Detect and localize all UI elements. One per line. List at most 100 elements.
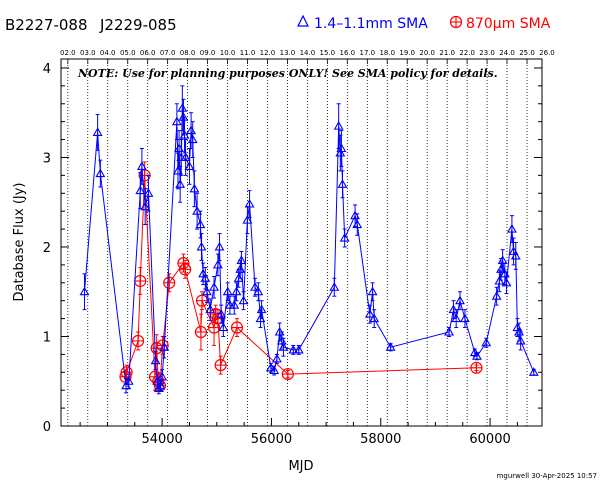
- data-point-1mm: [491, 291, 502, 300]
- data-point-1mm: [265, 362, 276, 372]
- data-point-1mm: [222, 286, 233, 296]
- data-point-1mm: [451, 313, 462, 323]
- data-point-1mm: [123, 376, 134, 385]
- legend-red-prefix: 870: [466, 16, 493, 32]
- data-point-1mm: [472, 351, 482, 360]
- data-point-1mm: [336, 143, 347, 153]
- top-tick-label: 22.0: [459, 49, 475, 57]
- year-grid-lines: [67, 59, 528, 426]
- data-point-1mm: [339, 232, 350, 242]
- data-point-1mm: [367, 286, 378, 296]
- data-point-1mm: [177, 103, 188, 112]
- y-axis: 0 1 2 3 4: [43, 62, 542, 435]
- top-tick-label: 08.0: [180, 49, 196, 57]
- data-point-1mm: [271, 353, 282, 363]
- top-tick-label: 09.0: [200, 49, 216, 57]
- source-b1950-name: B2227-088: [5, 16, 88, 34]
- data-point-1mm: [510, 250, 521, 260]
- data-point-870um: [177, 256, 190, 270]
- top-tick-label: 12.0: [260, 49, 276, 57]
- data-point-1mm: [444, 326, 455, 336]
- planning-note: NOTE: Use for planning purposes ONLY! Se…: [77, 67, 498, 80]
- y-tick-label: 4: [43, 62, 51, 77]
- legend-label-blue: 1.4–1.1mm SMA: [314, 16, 428, 32]
- top-tick-label: 13.0: [280, 49, 296, 57]
- y-axis-label: Database Flux (Jy): [12, 183, 27, 302]
- data-point-1mm: [329, 282, 340, 291]
- data-point-1mm: [209, 282, 219, 291]
- series-line: [125, 175, 477, 386]
- data-point-1mm: [506, 223, 517, 233]
- series-870um: [119, 161, 483, 392]
- top-tick-label: 20.0: [419, 49, 435, 57]
- top-tick-label: 19.0: [399, 49, 415, 57]
- top-tick-label: 03.0: [80, 49, 96, 57]
- data-point-1mm: [337, 179, 348, 188]
- data-point-1mm: [212, 259, 223, 269]
- top-tick-label: 26.0: [539, 49, 555, 57]
- data-point-870um: [163, 276, 176, 289]
- data-point-1mm: [205, 304, 216, 314]
- data-point-1mm: [455, 295, 465, 305]
- series-1mm: [79, 85, 539, 395]
- data-point-1mm: [278, 342, 289, 351]
- data-point-1mm: [244, 198, 255, 208]
- top-tick-label: 07.0: [160, 49, 176, 57]
- top-tick-label: 15.0: [320, 49, 336, 57]
- data-point-870um: [178, 263, 192, 276]
- data-point-1mm: [214, 241, 225, 251]
- data-point-870um: [281, 367, 294, 381]
- data-point-1mm: [180, 152, 191, 162]
- y-tick-label: 3: [43, 151, 51, 166]
- x-axis-label: MJD: [288, 459, 313, 474]
- data-point-1mm: [196, 241, 207, 251]
- data-point-1mm: [136, 161, 147, 170]
- legend: 1.4–1.1mm SMA 870μm SMA: [297, 14, 551, 32]
- data-point-1mm: [92, 127, 103, 136]
- top-tick-label: 06.0: [140, 49, 156, 57]
- data-point-1mm: [242, 215, 253, 224]
- data-point-870um: [195, 294, 209, 307]
- data-point-1mm: [335, 147, 346, 157]
- data-point-1mm: [189, 183, 200, 193]
- top-tick-label: 02.0: [60, 49, 76, 57]
- top-tick-label: 14.0: [300, 49, 316, 57]
- top-tick-label: 16.0: [340, 49, 356, 57]
- data-point-1mm: [385, 342, 396, 351]
- top-tick-label: 25.0: [519, 49, 535, 57]
- data-point-870um: [470, 361, 483, 374]
- legend-triangle-marker: [297, 14, 309, 27]
- data-point-1mm: [481, 337, 492, 347]
- data-point-1mm: [218, 322, 229, 332]
- data-point-1mm: [140, 201, 151, 211]
- x-tick-label: 54000: [141, 432, 182, 447]
- data-point-1mm: [229, 300, 240, 309]
- top-tick-label: 23.0: [479, 49, 495, 57]
- data-point-1mm: [238, 295, 249, 305]
- data-point-1mm: [231, 286, 242, 296]
- y-tick-label: 2: [43, 241, 51, 256]
- data-point-1mm: [175, 179, 186, 188]
- data-point-1mm: [155, 380, 166, 390]
- legend-label-red: 870μm SMA: [466, 16, 551, 32]
- top-tick-label: 11.0: [240, 49, 256, 57]
- data-point-1mm: [364, 309, 375, 318]
- data-point-1mm: [253, 286, 264, 296]
- top-tick-label: 17.0: [360, 49, 376, 57]
- data-point-1mm: [269, 365, 280, 375]
- x-tick-label: 58000: [360, 432, 401, 447]
- x-tick-label: 56000: [251, 432, 292, 447]
- data-point-870um: [134, 274, 147, 288]
- legend-marker-shape: [449, 15, 463, 29]
- data-point-1mm: [250, 282, 260, 291]
- legend-red-suffix: m SMA: [502, 16, 551, 32]
- data-point-1mm: [216, 309, 227, 318]
- data-point-1mm: [95, 168, 106, 178]
- data-point-1mm: [497, 255, 508, 264]
- data-point-1mm: [293, 344, 304, 354]
- data-point-1mm: [184, 161, 195, 170]
- data-point-1mm: [288, 344, 299, 354]
- data-point-1mm: [256, 304, 267, 314]
- data-point-1mm: [195, 219, 206, 229]
